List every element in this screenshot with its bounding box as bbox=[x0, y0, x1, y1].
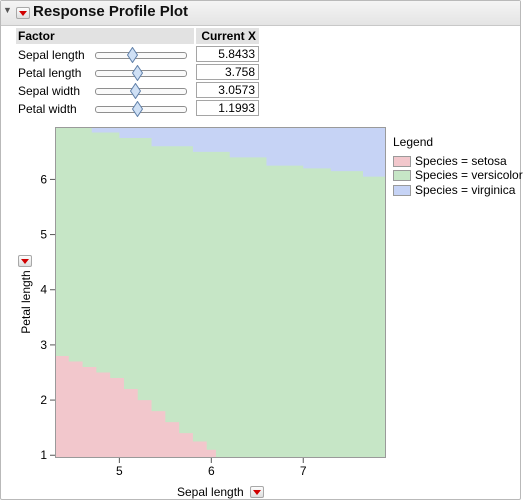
factor-label: Sepal width bbox=[18, 84, 81, 98]
factor-label: Petal width bbox=[18, 102, 77, 116]
legend-label: Species = setosa bbox=[415, 154, 507, 168]
y-tick-label: 6 bbox=[40, 172, 47, 186]
y-axis-label: Petal length bbox=[19, 270, 33, 334]
y-tick-label: 4 bbox=[40, 283, 47, 297]
plot-axes: 5 6 7 1 2 3 4 5 6 bbox=[40, 172, 307, 478]
diamond-slider-thumb-icon[interactable] bbox=[130, 83, 141, 99]
legend-swatch-virginica bbox=[393, 184, 411, 196]
y-tick-label: 2 bbox=[40, 393, 47, 407]
legend-item-setosa[interactable]: Species = setosa bbox=[393, 154, 507, 168]
diamond-slider-thumb-icon[interactable] bbox=[127, 47, 139, 63]
diamond-slider-thumb-icon[interactable] bbox=[131, 101, 143, 117]
legend-label: Species = virginica bbox=[415, 183, 516, 197]
factor-label: Petal length bbox=[18, 66, 82, 80]
factor-header-label: Factor bbox=[18, 29, 55, 43]
disclosure-triangle-icon[interactable]: ▼ bbox=[3, 4, 12, 15]
x-axis-label: Sepal length bbox=[177, 485, 244, 499]
x-axis-menu-icon[interactable] bbox=[250, 486, 264, 498]
x-tick-label: 5 bbox=[116, 464, 123, 478]
x-tick-label: 7 bbox=[300, 464, 307, 478]
red-triangle-menu-icon[interactable] bbox=[16, 7, 30, 19]
slider-column-header bbox=[88, 28, 194, 44]
factor-column-header: Factor bbox=[16, 28, 88, 44]
factor-slider[interactable] bbox=[95, 52, 187, 59]
y-axis-menu-icon[interactable] bbox=[18, 255, 32, 267]
x-tick-label: 6 bbox=[208, 464, 215, 478]
legend-item-virginica[interactable]: Species = virginica bbox=[393, 183, 515, 197]
current-x-input[interactable]: 1.1993 bbox=[196, 100, 259, 116]
legend-swatch-versicolor bbox=[393, 169, 411, 181]
current-x-column-header: Current X bbox=[196, 28, 259, 44]
diamond-slider-thumb-icon[interactable] bbox=[131, 65, 143, 81]
plot-frame bbox=[55, 127, 386, 458]
region-virginica bbox=[55, 127, 386, 185]
legend-swatch-setosa bbox=[393, 155, 411, 167]
y-tick-label: 5 bbox=[40, 228, 47, 242]
y-tick-label: 3 bbox=[40, 338, 47, 352]
title-bar bbox=[1, 1, 520, 26]
factor-slider[interactable] bbox=[95, 88, 187, 95]
legend-label: Species = versicolor bbox=[415, 168, 523, 182]
plot-regions bbox=[55, 127, 386, 458]
current-x-input[interactable]: 5.8433 bbox=[196, 46, 259, 62]
current-x-input[interactable]: 3.758 bbox=[196, 64, 259, 80]
legend-item-versicolor[interactable]: Species = versicolor bbox=[393, 168, 523, 182]
legend-title: Legend bbox=[393, 135, 434, 149]
report-title: Response Profile Plot bbox=[33, 3, 189, 20]
current-x-header-label: Current X bbox=[201, 29, 256, 43]
y-tick-label: 1 bbox=[40, 448, 47, 462]
factor-label: Sepal length bbox=[18, 48, 85, 62]
current-x-input[interactable]: 3.0573 bbox=[196, 82, 259, 98]
region-setosa bbox=[55, 355, 216, 458]
